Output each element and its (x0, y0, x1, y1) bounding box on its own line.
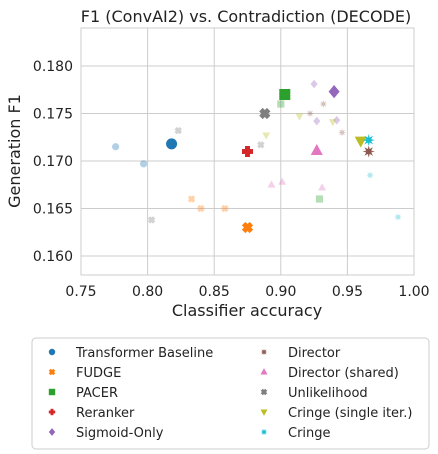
x-tick-label: 0.90 (265, 284, 296, 300)
point-6 (318, 183, 327, 191)
point-8 (295, 113, 304, 121)
point-6-main (310, 143, 323, 155)
point-0-main (166, 138, 178, 150)
legend-marker-7 (260, 388, 268, 396)
point-7 (147, 216, 156, 224)
legend-marker-1 (48, 368, 56, 376)
legend: Transformer Baseline FUDGE PACER Reranker Si… (48, 346, 412, 441)
legend-marker-0 (48, 348, 56, 356)
data-points (112, 79, 402, 234)
legend-box (31, 337, 430, 450)
y-tick-label: 0.160 (33, 249, 73, 265)
grid-lines (80, 28, 415, 275)
point-6 (267, 180, 276, 188)
x-tick-label: 0.75 (65, 284, 96, 300)
y-tick-labels: 0.160 0.165 0.170 0.175 0.180 (33, 59, 73, 265)
point-7-main (259, 107, 271, 120)
x-tick-label: 0.80 (132, 284, 163, 300)
point-9-main (362, 134, 375, 147)
point-7 (257, 141, 265, 149)
y-axis-label: Generation F1 (5, 94, 24, 208)
y-tick-label: 0.170 (33, 154, 73, 170)
y-tick-label: 0.165 (33, 202, 73, 218)
point-6 (278, 177, 287, 185)
point-8 (328, 119, 337, 127)
x-tick-label: 0.85 (199, 284, 230, 300)
point-5 (306, 109, 315, 118)
legend-label: Sigmoid-Only (76, 426, 164, 441)
point-1 (221, 204, 229, 213)
x-axis-label: Classifier accuracy (172, 301, 322, 320)
point-4 (313, 116, 321, 126)
point-8-main (354, 136, 367, 148)
legend-marker-5 (260, 348, 268, 356)
legend-marker-3 (48, 408, 56, 416)
point-5 (338, 128, 347, 137)
legend-marker-9 (260, 428, 268, 436)
point-1 (187, 195, 196, 203)
legend-label: Cringe (288, 426, 331, 441)
point-9 (366, 171, 375, 180)
legend-marker-2 (48, 388, 56, 396)
legend-label: Director (288, 346, 341, 361)
point-0 (140, 160, 148, 168)
point-9 (394, 213, 402, 222)
point-5-main (362, 145, 375, 158)
x-tick-label: 0.95 (332, 284, 363, 300)
point-1-main (241, 221, 254, 234)
x-tick-label: 1.00 (398, 284, 429, 300)
point-2 (277, 100, 285, 108)
point-8 (262, 132, 271, 140)
point-3-main (242, 146, 253, 157)
legend-label: FUDGE (76, 366, 121, 381)
point-4 (310, 79, 318, 89)
point-2 (315, 195, 324, 203)
y-tick-label: 0.175 (33, 107, 73, 123)
legend-label: Director (shared) (288, 366, 399, 381)
point-7 (174, 126, 182, 135)
legend-label: Cringe (single iter.) (288, 406, 412, 421)
legend-label: Transformer Baseline (75, 346, 213, 361)
legend-label: PACER (76, 386, 118, 401)
legend-marker-4 (48, 428, 56, 436)
legend-label: Unlikelihood (288, 386, 368, 401)
legend-label: Reranker (76, 406, 135, 421)
x-tick-labels: 0.75 0.80 0.85 0.90 0.95 1.00 (65, 284, 429, 300)
chart-title: F1 (ConvAI2) vs. Contradiction (DECODE) (81, 7, 411, 26)
point-4 (333, 115, 341, 125)
point-1 (197, 204, 205, 213)
y-tick-label: 0.180 (33, 59, 73, 75)
point-0 (112, 143, 120, 151)
point-2-main (279, 89, 291, 100)
point-5 (319, 100, 328, 108)
legend-marker-8 (260, 409, 268, 416)
legend-marker-6 (260, 368, 268, 375)
point-4-main (328, 85, 340, 99)
